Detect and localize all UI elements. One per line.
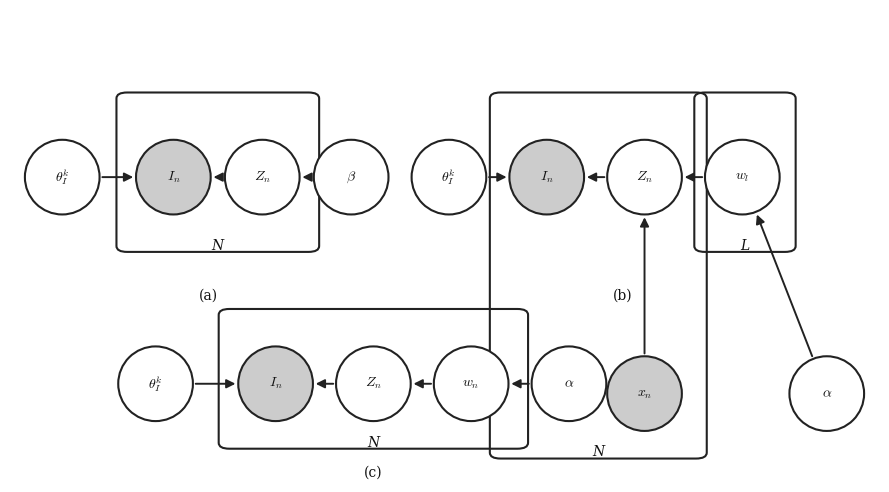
Ellipse shape	[225, 140, 300, 215]
Text: $I_n$: $I_n$	[268, 376, 283, 392]
Text: $Z_n$: $Z_n$	[636, 169, 653, 185]
Text: $x_n$: $x_n$	[637, 387, 653, 400]
Text: (a): (a)	[199, 288, 219, 302]
Text: $\theta_I^k$: $\theta_I^k$	[55, 167, 69, 187]
Text: N: N	[592, 445, 605, 459]
Text: $\beta$: $\beta$	[346, 169, 356, 185]
Text: $Z_n$: $Z_n$	[253, 169, 271, 185]
Text: L: L	[741, 239, 749, 252]
Ellipse shape	[336, 346, 411, 421]
Ellipse shape	[789, 356, 864, 431]
Ellipse shape	[705, 140, 780, 215]
Ellipse shape	[412, 140, 486, 215]
Ellipse shape	[136, 140, 211, 215]
Ellipse shape	[607, 140, 682, 215]
Ellipse shape	[25, 140, 100, 215]
Text: $\alpha$: $\alpha$	[564, 377, 574, 391]
Text: $\theta_I^k$: $\theta_I^k$	[442, 167, 456, 187]
Text: $Z_n$: $Z_n$	[364, 376, 382, 392]
Text: $I_n$: $I_n$	[540, 169, 554, 185]
Ellipse shape	[118, 346, 193, 421]
Text: $\alpha$: $\alpha$	[821, 387, 832, 400]
Text: $I_n$: $I_n$	[166, 169, 180, 185]
Ellipse shape	[314, 140, 388, 215]
Text: (c): (c)	[364, 465, 382, 479]
Text: N: N	[212, 239, 224, 252]
Text: $w_n$: $w_n$	[462, 377, 480, 391]
Ellipse shape	[607, 356, 682, 431]
Ellipse shape	[238, 346, 313, 421]
Text: $\theta_I^k$: $\theta_I^k$	[148, 374, 163, 394]
Text: (b): (b)	[613, 288, 632, 302]
Ellipse shape	[532, 346, 606, 421]
Ellipse shape	[509, 140, 584, 215]
Ellipse shape	[434, 346, 509, 421]
Text: N: N	[367, 436, 380, 450]
Text: $w_l$: $w_l$	[735, 170, 749, 184]
